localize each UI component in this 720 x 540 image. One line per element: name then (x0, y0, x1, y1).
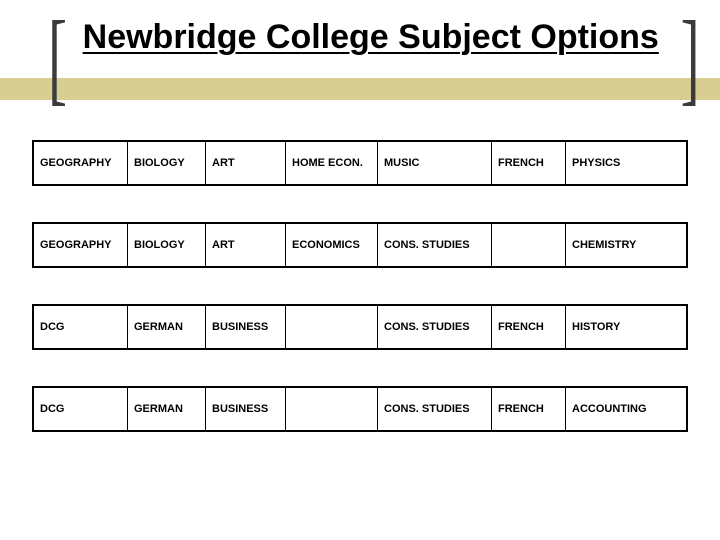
table-cell: BUSINESS (206, 306, 286, 348)
table-cell: GEOGRAPHY (34, 142, 128, 184)
table-cell: BUSINESS (206, 388, 286, 430)
table-cell: ECONOMICS (286, 224, 378, 266)
table-cell (286, 306, 378, 348)
title-block: [ Newbridge College Subject Options ] (48, 12, 699, 104)
table-cell: GERMAN (128, 306, 206, 348)
table-cell: CONS. STUDIES (378, 306, 492, 348)
table-cell: CHEMISTRY (566, 224, 686, 266)
table-cell: DCG (34, 388, 128, 430)
table-cell (492, 224, 566, 266)
table-row: DCG GERMAN BUSINESS CONS. STUDIES FRENCH… (32, 386, 688, 432)
table-cell: PHYSICS (566, 142, 686, 184)
table-cell: HOME ECON. (286, 142, 378, 184)
table-cell: DCG (34, 306, 128, 348)
table-row: DCG GERMAN BUSINESS CONS. STUDIES FRENCH… (32, 304, 688, 350)
bracket-left-icon: [ (48, 12, 67, 104)
table-cell: MUSIC (378, 142, 492, 184)
table-cell: HISTORY (566, 306, 686, 348)
subject-table: GEOGRAPHY BIOLOGY ART HOME ECON. MUSIC F… (32, 140, 688, 468)
table-cell: ART (206, 142, 286, 184)
table-row: GEOGRAPHY BIOLOGY ART HOME ECON. MUSIC F… (32, 140, 688, 186)
table-cell: ART (206, 224, 286, 266)
table-cell: CONS. STUDIES (378, 224, 492, 266)
table-cell: GEOGRAPHY (34, 224, 128, 266)
bracket-right-icon: ] (680, 12, 699, 104)
table-cell (286, 388, 378, 430)
table-cell: BIOLOGY (128, 142, 206, 184)
table-row: GEOGRAPHY BIOLOGY ART ECONOMICS CONS. ST… (32, 222, 688, 268)
table-cell: FRENCH (492, 388, 566, 430)
table-cell: CONS. STUDIES (378, 388, 492, 430)
table-cell: ACCOUNTING (566, 388, 686, 430)
table-cell: GERMAN (128, 388, 206, 430)
table-cell: BIOLOGY (128, 224, 206, 266)
page-title: Newbridge College Subject Options (83, 12, 665, 57)
table-cell: FRENCH (492, 142, 566, 184)
table-cell: FRENCH (492, 306, 566, 348)
